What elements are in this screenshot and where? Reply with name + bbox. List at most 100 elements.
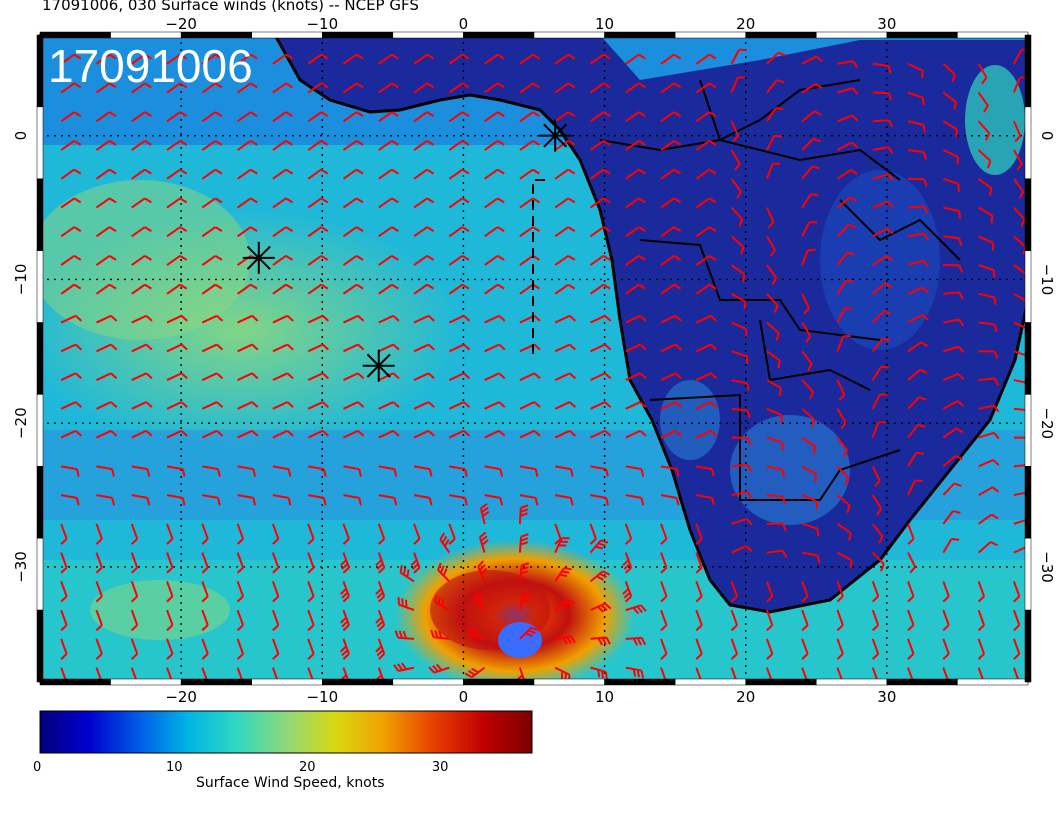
wind-barb (95, 197, 117, 209)
wind-barb (96, 343, 118, 353)
wind-barb (765, 162, 781, 180)
wind-barb (554, 537, 570, 554)
wind-barb (439, 532, 451, 554)
wind-barb (907, 120, 926, 133)
wind-barb (730, 235, 745, 255)
wind-barb (977, 63, 988, 85)
wind-barb (625, 82, 646, 94)
wind-barb (393, 662, 415, 672)
wind-barb (377, 523, 386, 545)
wind-barb (660, 111, 682, 123)
wind-barb (907, 205, 929, 214)
wind-barb (1012, 638, 1021, 660)
wind-barb (554, 255, 576, 266)
wind-barb (95, 523, 103, 545)
marker-group (242, 119, 572, 382)
colorbar (39, 710, 533, 754)
wind-barb (766, 235, 776, 257)
dashed-route (532, 179, 545, 360)
wind-barb (394, 630, 415, 640)
wind-barb (660, 168, 682, 180)
wind-barb (236, 581, 245, 603)
wind-barb (731, 463, 753, 472)
wind-barb (272, 465, 292, 477)
wind-barb (342, 283, 364, 295)
wind-barb (448, 255, 470, 266)
wind-barb (375, 552, 386, 574)
wind-barb (801, 82, 823, 94)
wind-barb (413, 255, 435, 266)
wind-barb (343, 401, 365, 410)
wind-barb (836, 436, 849, 458)
wind-barb (660, 343, 682, 353)
wind-barb (60, 139, 82, 151)
wind-barb (448, 197, 470, 209)
wind-barb (131, 314, 153, 324)
wind-barb (272, 82, 293, 94)
colorbar-tick-label: 30 (431, 760, 449, 775)
wind-barb (339, 638, 350, 660)
wind-barb (871, 523, 884, 544)
wind-barb (695, 372, 718, 381)
wind-barb (660, 552, 668, 574)
wind-barb (695, 82, 717, 94)
wind-barb (695, 429, 718, 439)
wind-barb (907, 552, 917, 574)
wind-barb (166, 139, 188, 151)
wind-barb (237, 343, 259, 353)
wind-barb (554, 429, 577, 439)
wind-barb (1012, 581, 1021, 603)
wind-barb (695, 343, 718, 353)
wind-barb (625, 401, 647, 410)
wind-barb (413, 494, 433, 506)
wind-barb (60, 465, 80, 477)
wind-barb (342, 168, 364, 180)
wind-barb (307, 197, 329, 209)
wind-barb (131, 226, 152, 238)
wind-barb (554, 314, 577, 324)
wind-barb (437, 562, 451, 583)
wind-barb (272, 314, 294, 324)
wind-barb (766, 436, 784, 451)
y-tick-label-right: −20 (1038, 407, 1056, 439)
wind-barb (166, 581, 174, 603)
wind-barb (695, 609, 703, 632)
wind-barb (907, 91, 925, 106)
wind-barb (765, 207, 775, 229)
wind-barb (448, 401, 471, 410)
wind-barb (695, 197, 717, 209)
wind-barb (590, 666, 608, 680)
wind-barb (413, 53, 435, 65)
wind-barb (766, 465, 786, 478)
wind-barb (60, 523, 68, 545)
wind-barb (343, 465, 362, 477)
wind-barb (271, 581, 280, 603)
wind-barb (448, 139, 470, 151)
wind-barb (131, 401, 153, 410)
wind-barb (448, 111, 470, 123)
wind-barb (554, 168, 576, 180)
wind-barb (907, 286, 929, 295)
wind-barb (271, 523, 280, 545)
wind-barb (237, 314, 259, 324)
wind-barb (166, 429, 188, 439)
wind-barb (519, 494, 539, 506)
wind-barb (554, 567, 572, 582)
wind-barb (378, 372, 400, 381)
wind-barb (836, 638, 844, 660)
x-tick-label-bottom: 30 (877, 688, 896, 706)
wind-barb (943, 206, 962, 219)
wind-barb (375, 638, 386, 660)
wind-barb (96, 494, 115, 506)
wind-barb (660, 372, 682, 381)
wind-barb (166, 82, 188, 94)
y-tick-label-left: −10 (12, 264, 30, 296)
wind-barb (130, 609, 139, 632)
wind-barb (201, 523, 209, 545)
wind-barb (554, 139, 576, 151)
wind-barb (271, 638, 280, 660)
wind-barb (977, 120, 991, 141)
wind-barb (378, 429, 400, 439)
wind-barb (307, 581, 315, 603)
